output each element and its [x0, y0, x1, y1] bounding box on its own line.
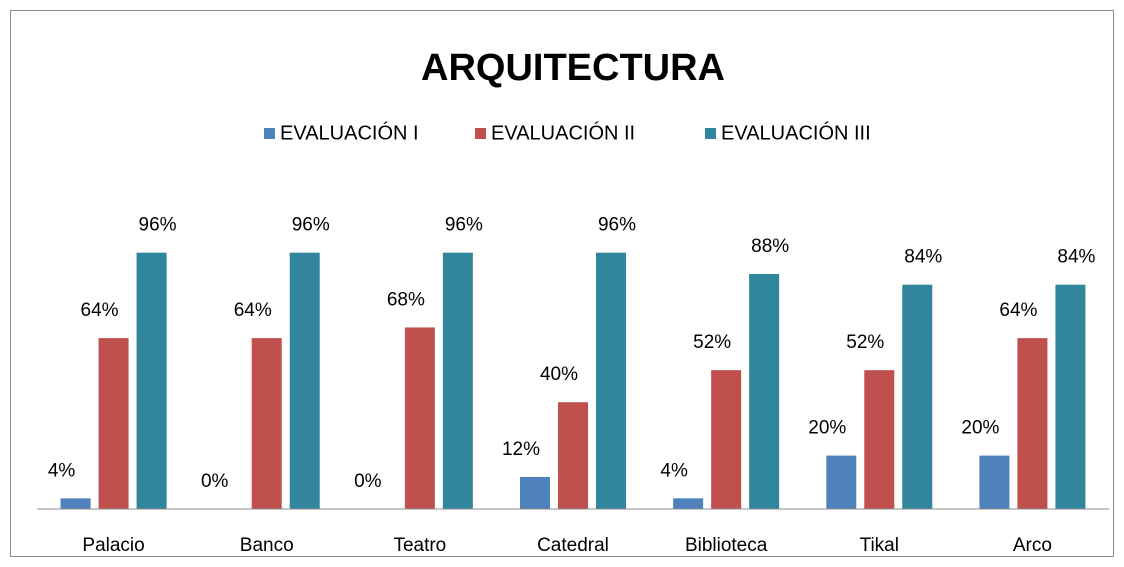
- legend-swatch: [264, 128, 275, 139]
- bar: [251, 338, 282, 509]
- x-tick-label: Biblioteca: [685, 535, 768, 556]
- data-label: 84%: [1057, 247, 1095, 268]
- x-tick-label: Catedral: [537, 535, 609, 556]
- data-label: 96%: [598, 215, 636, 236]
- data-label: 4%: [660, 460, 688, 481]
- legend-label: EVALUACIÓN I: [280, 121, 419, 144]
- x-tick-label: Tikal: [860, 535, 899, 556]
- bar: [558, 402, 588, 509]
- legend-label: EVALUACIÓN III: [721, 121, 871, 144]
- data-label: 64%: [999, 300, 1037, 321]
- bar: [520, 476, 550, 509]
- bar: [711, 370, 742, 509]
- chart-title: ARQUITECTURA: [421, 47, 725, 89]
- legend-swatch: [705, 128, 716, 139]
- data-label: 20%: [961, 418, 999, 439]
- data-label: 84%: [904, 247, 942, 268]
- bar: [289, 252, 320, 509]
- data-label: 96%: [139, 215, 177, 236]
- bar: [136, 252, 167, 509]
- x-tick-label: Banco: [240, 535, 294, 556]
- bar: [1055, 284, 1086, 509]
- legend-swatch: [475, 128, 486, 139]
- x-tick-label: Teatro: [393, 535, 446, 556]
- data-label: 88%: [751, 236, 789, 257]
- bar: [596, 252, 626, 509]
- data-label: 12%: [502, 439, 540, 460]
- data-label: 40%: [540, 364, 578, 385]
- data-label: 64%: [234, 300, 272, 321]
- x-tick-label: Palacio: [82, 535, 144, 556]
- legend-label: EVALUACIÓN II: [491, 121, 635, 144]
- data-label: 0%: [201, 471, 229, 492]
- bar: [979, 455, 1010, 509]
- bar: [749, 274, 780, 509]
- bar: [98, 338, 129, 509]
- data-label: 64%: [81, 300, 119, 321]
- x-tick-label: Arco: [1013, 535, 1052, 556]
- data-label: 52%: [846, 332, 884, 353]
- bar: [864, 370, 895, 509]
- data-label: 96%: [292, 215, 330, 236]
- bar: [442, 252, 473, 509]
- bar: [60, 498, 91, 509]
- bar: [1017, 338, 1048, 509]
- bar: [404, 327, 435, 509]
- data-label: 96%: [445, 215, 483, 236]
- data-label: 68%: [387, 289, 425, 310]
- bar: [902, 284, 933, 509]
- data-label: 0%: [354, 471, 382, 492]
- data-label: 52%: [693, 332, 731, 353]
- bar: [673, 498, 704, 509]
- bar: [826, 455, 857, 509]
- data-label: 4%: [48, 460, 76, 481]
- data-label: 20%: [808, 418, 846, 439]
